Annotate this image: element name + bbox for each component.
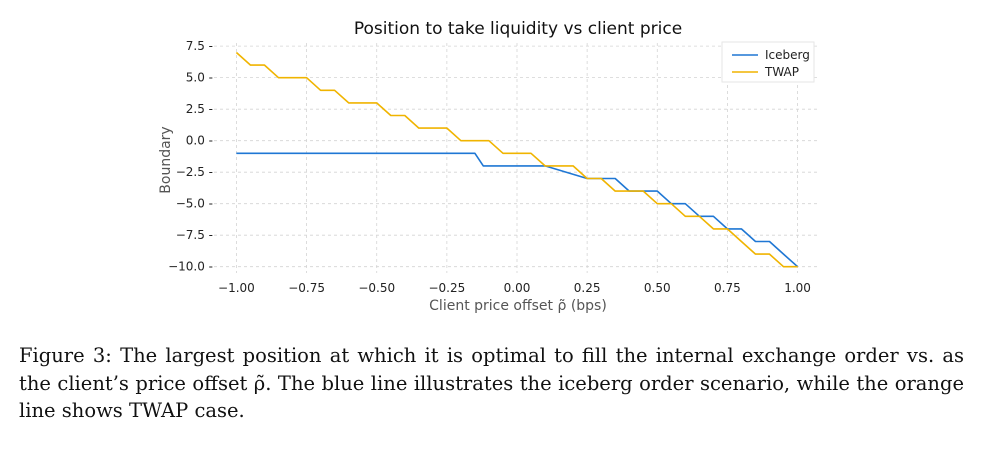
legend-label-iceberg: Iceberg [765, 48, 810, 62]
y-tick-label: 0.0 - [186, 134, 213, 148]
x-tick-label: 0.50 [644, 281, 671, 295]
chart: −1.00 −0.75 −0.50 −0.25 0.00 0.25 0.50 0.75 1.00… [158, 19, 820, 314]
y-tick-label: −10.0 - [168, 260, 213, 274]
y-tick-label: −2.5 - [176, 165, 213, 179]
legend-box [721, 41, 815, 83]
x-tick-label: −0.50 [358, 281, 395, 295]
figure-caption: Figure 3: The largest position at which … [19, 344, 964, 422]
legend: Iceberg TWAP [721, 41, 815, 83]
legend-label-twap: TWAP [764, 65, 799, 79]
y-axis-label: Boundary [158, 126, 174, 193]
x-tick-label: 0.00 [504, 281, 531, 295]
chart-title: Position to take liquidity vs client pri… [354, 19, 682, 39]
y-gridlines [214, 45, 820, 268]
x-axis-ticks: −1.00 −0.75 −0.50 −0.25 0.00 0.25 0.50 0.75 1.00 [218, 281, 811, 295]
x-tick-label: −0.25 [428, 281, 465, 295]
series-line-iceberg [236, 152, 799, 268]
y-tick-label: 5.0 - [186, 71, 213, 85]
x-tick-label: −0.75 [288, 281, 325, 295]
y-tick-label: −5.0 - [176, 197, 213, 211]
x-axis-label: Client price offset ρ̃ (bps) [429, 298, 607, 314]
x-tick-label: −1.00 [218, 281, 255, 295]
y-tick-label: 7.5 - [186, 39, 213, 53]
series-lines [235, 51, 799, 268]
x-tick-label: 0.25 [574, 281, 601, 295]
y-tick-label: −7.5 - [176, 228, 213, 242]
x-tick-label: 0.75 [714, 281, 741, 295]
series-line-twap [235, 51, 798, 268]
x-tick-label: 1.00 [784, 281, 811, 295]
y-tick-label: 2.5 - [186, 102, 213, 116]
y-axis-ticks: 7.5 - 5.0 - 2.5 - 0.0 - −2.5 - −5.0 - −7.5 - −1… [168, 39, 213, 274]
